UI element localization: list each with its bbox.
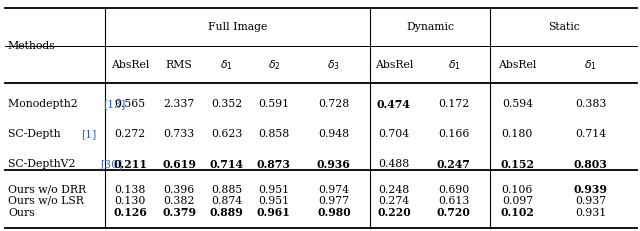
Text: 0.937: 0.937 — [575, 196, 606, 206]
Text: [1]: [1] — [81, 129, 96, 140]
Text: 0.619: 0.619 — [162, 159, 196, 170]
Text: 0.591: 0.591 — [259, 99, 289, 109]
Text: 0.720: 0.720 — [437, 207, 471, 218]
Text: 0.152: 0.152 — [500, 159, 534, 170]
Text: 0.248: 0.248 — [378, 185, 410, 195]
Text: AbsRel: AbsRel — [375, 60, 413, 70]
Text: 0.939: 0.939 — [573, 184, 607, 195]
Text: [30]: [30] — [100, 159, 122, 170]
Text: 0.873: 0.873 — [257, 159, 291, 170]
Text: 0.948: 0.948 — [318, 129, 349, 140]
Text: 0.565: 0.565 — [115, 99, 146, 109]
Text: 0.130: 0.130 — [115, 196, 146, 206]
Text: Monodepth2: Monodepth2 — [8, 99, 81, 109]
Text: 0.166: 0.166 — [438, 129, 470, 140]
Text: AbsRel: AbsRel — [111, 60, 149, 70]
Text: 2.337: 2.337 — [164, 99, 195, 109]
Text: 0.858: 0.858 — [259, 129, 289, 140]
Text: Dynamic: Dynamic — [406, 22, 454, 32]
Text: 0.931: 0.931 — [575, 207, 606, 218]
Text: 0.102: 0.102 — [500, 207, 534, 218]
Text: [13]: [13] — [103, 99, 125, 109]
Text: 0.690: 0.690 — [438, 185, 470, 195]
Text: 0.936: 0.936 — [317, 159, 351, 170]
Text: 0.097: 0.097 — [502, 196, 533, 206]
Text: AbsRel: AbsRel — [498, 60, 536, 70]
Text: 0.803: 0.803 — [573, 159, 607, 170]
Text: 0.974: 0.974 — [319, 185, 349, 195]
Text: Ours w/o DRR: Ours w/o DRR — [8, 185, 86, 195]
Text: 0.733: 0.733 — [164, 129, 195, 140]
Text: 0.714: 0.714 — [209, 159, 244, 170]
Text: $\delta_1$: $\delta_1$ — [220, 58, 233, 72]
Text: 0.728: 0.728 — [318, 99, 349, 109]
Text: 0.383: 0.383 — [575, 99, 606, 109]
Text: $\delta_1$: $\delta_1$ — [447, 58, 460, 72]
Text: $\delta_3$: $\delta_3$ — [328, 58, 340, 72]
Text: Methods: Methods — [8, 41, 56, 51]
Text: 0.172: 0.172 — [438, 99, 470, 109]
Text: 0.382: 0.382 — [163, 196, 195, 206]
Text: 0.474: 0.474 — [377, 99, 411, 110]
Text: 0.613: 0.613 — [438, 196, 470, 206]
Text: SC-Depth: SC-Depth — [8, 129, 65, 140]
Text: 0.488: 0.488 — [378, 159, 410, 170]
Text: 0.220: 0.220 — [377, 207, 411, 218]
Text: 0.874: 0.874 — [211, 196, 242, 206]
Text: Static: Static — [548, 22, 579, 32]
Text: 0.980: 0.980 — [317, 207, 351, 218]
Text: RMS: RMS — [166, 60, 193, 70]
Text: 0.379: 0.379 — [162, 207, 196, 218]
Text: 0.106: 0.106 — [502, 185, 533, 195]
Text: 0.274: 0.274 — [378, 196, 410, 206]
Text: Ours: Ours — [8, 207, 35, 218]
Text: 0.396: 0.396 — [164, 185, 195, 195]
Text: 0.714: 0.714 — [575, 129, 606, 140]
Text: Full Image: Full Image — [208, 22, 268, 32]
Text: 0.951: 0.951 — [259, 196, 289, 206]
Text: 0.180: 0.180 — [502, 129, 533, 140]
Text: 0.211: 0.211 — [113, 159, 147, 170]
Text: $\delta_1$: $\delta_1$ — [584, 58, 597, 72]
Text: 0.977: 0.977 — [319, 196, 349, 206]
Text: 0.961: 0.961 — [257, 207, 291, 218]
Text: 0.138: 0.138 — [115, 185, 146, 195]
Text: $\delta_2$: $\delta_2$ — [268, 58, 280, 72]
Text: 0.272: 0.272 — [115, 129, 146, 140]
Text: 0.247: 0.247 — [437, 159, 471, 170]
Text: SC-DepthV2: SC-DepthV2 — [8, 159, 79, 170]
Text: Ours w/o LSR: Ours w/o LSR — [8, 196, 84, 206]
Text: 0.704: 0.704 — [378, 129, 410, 140]
Text: 0.594: 0.594 — [502, 99, 533, 109]
Text: 0.126: 0.126 — [113, 207, 147, 218]
Text: 0.885: 0.885 — [211, 185, 242, 195]
Text: 0.951: 0.951 — [259, 185, 289, 195]
Text: 0.623: 0.623 — [211, 129, 242, 140]
Text: 0.889: 0.889 — [210, 207, 243, 218]
Text: 0.352: 0.352 — [211, 99, 242, 109]
